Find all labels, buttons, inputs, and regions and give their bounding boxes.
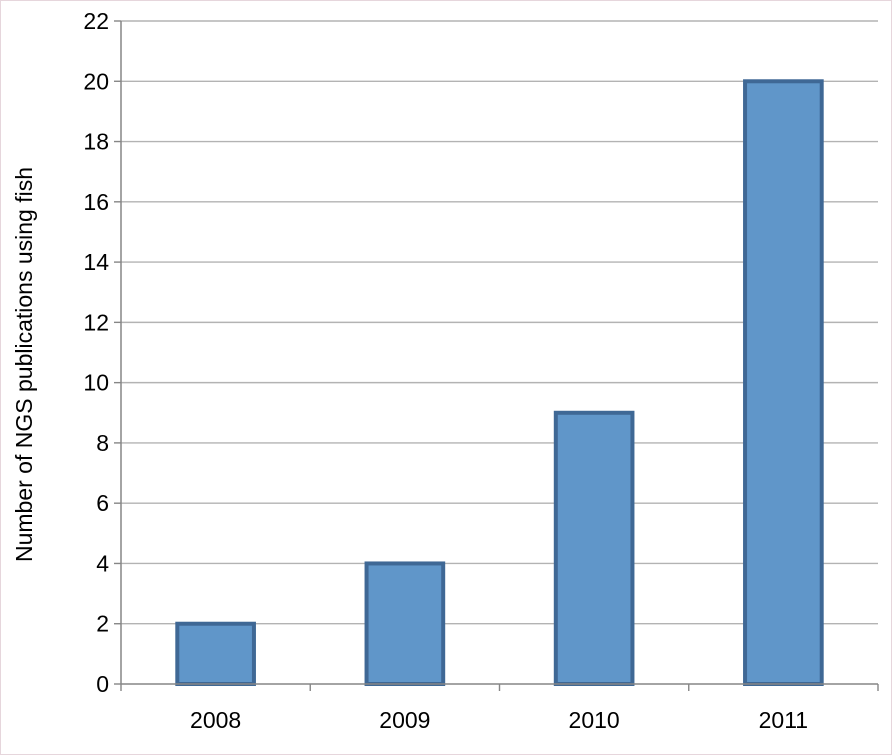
y-tick-label: 6 bbox=[96, 490, 109, 516]
x-tick-label: 2008 bbox=[190, 707, 241, 733]
y-tick-label: 12 bbox=[83, 309, 109, 335]
bar-2011 bbox=[743, 79, 824, 687]
y-tick-label: 18 bbox=[83, 129, 109, 155]
y-tick-label: 16 bbox=[83, 189, 109, 215]
y-tick-label: 4 bbox=[96, 550, 109, 576]
bars bbox=[175, 79, 824, 687]
y-tick-label: 10 bbox=[83, 370, 109, 396]
tick-labels: 0 2 4 6 8 10 12 14 16 18 20 22 2008 2009 2010 2011 bbox=[83, 8, 808, 733]
x-tick-label: 2010 bbox=[569, 707, 620, 733]
axes bbox=[114, 20, 879, 691]
y-axis-title: Number of NGS publications using fish bbox=[11, 167, 37, 562]
y-tick-label: 20 bbox=[83, 68, 109, 94]
bar-2010 bbox=[553, 410, 635, 686]
x-tick-label: 2009 bbox=[379, 707, 430, 733]
x-tick-label: 2011 bbox=[759, 707, 808, 733]
y-tick-label: 14 bbox=[83, 249, 109, 275]
y-tick-label: 0 bbox=[96, 671, 109, 697]
y-tick-label: 8 bbox=[96, 430, 109, 456]
y-tick-label: 22 bbox=[83, 8, 109, 34]
y-tick-label: 2 bbox=[96, 611, 109, 637]
bar-2008 bbox=[175, 621, 256, 687]
bar-2009 bbox=[364, 561, 446, 686]
